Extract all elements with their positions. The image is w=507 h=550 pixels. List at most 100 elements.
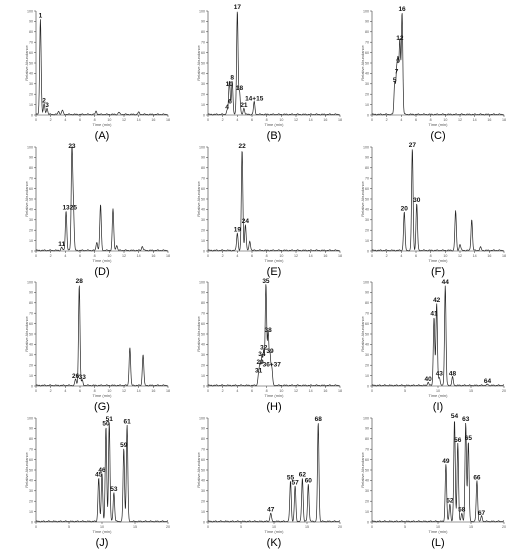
x-axis-title: Time (min) [429,122,449,127]
y-axis-title: Relative Abundance [360,315,365,351]
y-tick-label: 0 [203,249,205,253]
peak-label: 48 [449,371,457,378]
y-tick-label: 10 [201,239,205,243]
peak-label: 29 [256,359,264,366]
peak-label: 30 [413,197,421,204]
x-tick-label: 10 [279,389,283,393]
x-tick-label: 10 [107,254,111,258]
y-tick-label: 40 [365,72,369,76]
y-tick-label: 50 [29,332,33,336]
x-tick-label: 8 [266,389,268,393]
peak-label: 42 [433,297,441,304]
panel-label: (I) [433,401,443,413]
y-tick-label: 100 [27,416,33,420]
x-tick-label: 5 [240,525,242,529]
panel-label: (H) [266,401,281,413]
x-tick-label: 10 [443,118,447,122]
y-tick-label: 70 [29,177,33,181]
x-tick-label: 14 [137,389,141,393]
y-tick-label: 90 [365,427,369,431]
x-axis-title: Time (min) [429,258,449,263]
y-tick-label: 20 [201,229,205,233]
peak-label: 17 [234,4,242,11]
x-tick-label: 18 [338,254,342,258]
y-tick-label: 60 [29,458,33,462]
peak-label: 51 [106,416,114,423]
x-tick-label: 18 [502,254,506,258]
y-tick-label: 90 [201,291,205,295]
peak-label: 19 [234,226,242,233]
x-tick-label: 16 [323,254,327,258]
x-tick-label: 15 [469,525,473,529]
x-tick-label: 18 [166,389,170,393]
peak-label: 46 [98,467,106,474]
x-tick-label: 14 [309,118,313,122]
peak-label: 61 [123,418,131,425]
peak-label: 31 [255,368,263,375]
y-tick-label: 90 [29,20,33,24]
y-tick-label: 40 [365,343,369,347]
y-tick-label: 40 [201,72,205,76]
x-tick-label: 4 [64,118,66,122]
y-tick-label: 90 [29,427,33,431]
x-tick-label: 14 [137,254,141,258]
peak-label: 8 [230,75,234,82]
y-tick-label: 20 [365,229,369,233]
y-tick-label: 10 [29,510,33,514]
x-tick-label: 10 [443,254,447,258]
y-tick-label: 90 [365,291,369,295]
y-tick-label: 0 [31,113,33,117]
y-tick-label: 50 [365,332,369,336]
x-tick-label: 10 [279,118,283,122]
chromatogram-trace [207,423,341,523]
y-tick-label: 40 [29,343,33,347]
y-tick-label: 50 [365,468,369,472]
y-tick-label: 50 [201,332,205,336]
y-tick-label: 60 [29,322,33,326]
y-tick-label: 30 [365,489,369,493]
y-tick-label: 60 [365,322,369,326]
x-tick-label: 10 [436,389,440,393]
y-tick-label: 60 [29,51,33,55]
x-tick-label: 20 [502,525,506,529]
x-tick-label: 12 [458,254,462,258]
y-tick-label: 30 [365,82,369,86]
y-tick-label: 100 [199,416,205,420]
y-tick-label: 80 [201,301,205,305]
y-tick-label: 40 [201,208,205,212]
y-axis-title: Relative Abundance [196,451,201,487]
x-tick-label: 2 [50,389,52,393]
y-axis-title: Relative Abundance [24,180,29,216]
y-tick-label: 50 [29,468,33,472]
x-tick-label: 14 [309,254,313,258]
chromatogram-trace [207,151,341,252]
panel-label: (K) [267,537,282,549]
y-tick-label: 20 [365,500,369,504]
y-tick-label: 0 [367,113,369,117]
y-tick-label: 40 [29,72,33,76]
peak-label: 20 [401,206,409,213]
x-tick-label: 2 [222,254,224,258]
y-tick-label: 100 [199,145,205,149]
x-tick-label: 8 [94,389,96,393]
x-tick-label: 18 [502,118,506,122]
panel-label: (F) [431,266,445,278]
x-tick-label: 0 [35,254,37,258]
peak-label: 24 [242,218,250,225]
y-tick-label: 40 [365,208,369,212]
x-tick-label: 6 [251,389,253,393]
x-tick-label: 12 [294,118,298,122]
x-tick-label: 10 [107,118,111,122]
x-axis-title: Time (min) [265,122,285,127]
y-tick-label: 100 [363,145,369,149]
x-tick-label: 12 [122,254,126,258]
x-tick-label: 2 [386,118,388,122]
x-axis-title: Time (min) [265,258,285,263]
panel-label: (G) [94,401,110,413]
x-tick-label: 0 [207,525,209,529]
y-tick-label: 80 [201,437,205,441]
peak-label: 28 [76,278,84,285]
